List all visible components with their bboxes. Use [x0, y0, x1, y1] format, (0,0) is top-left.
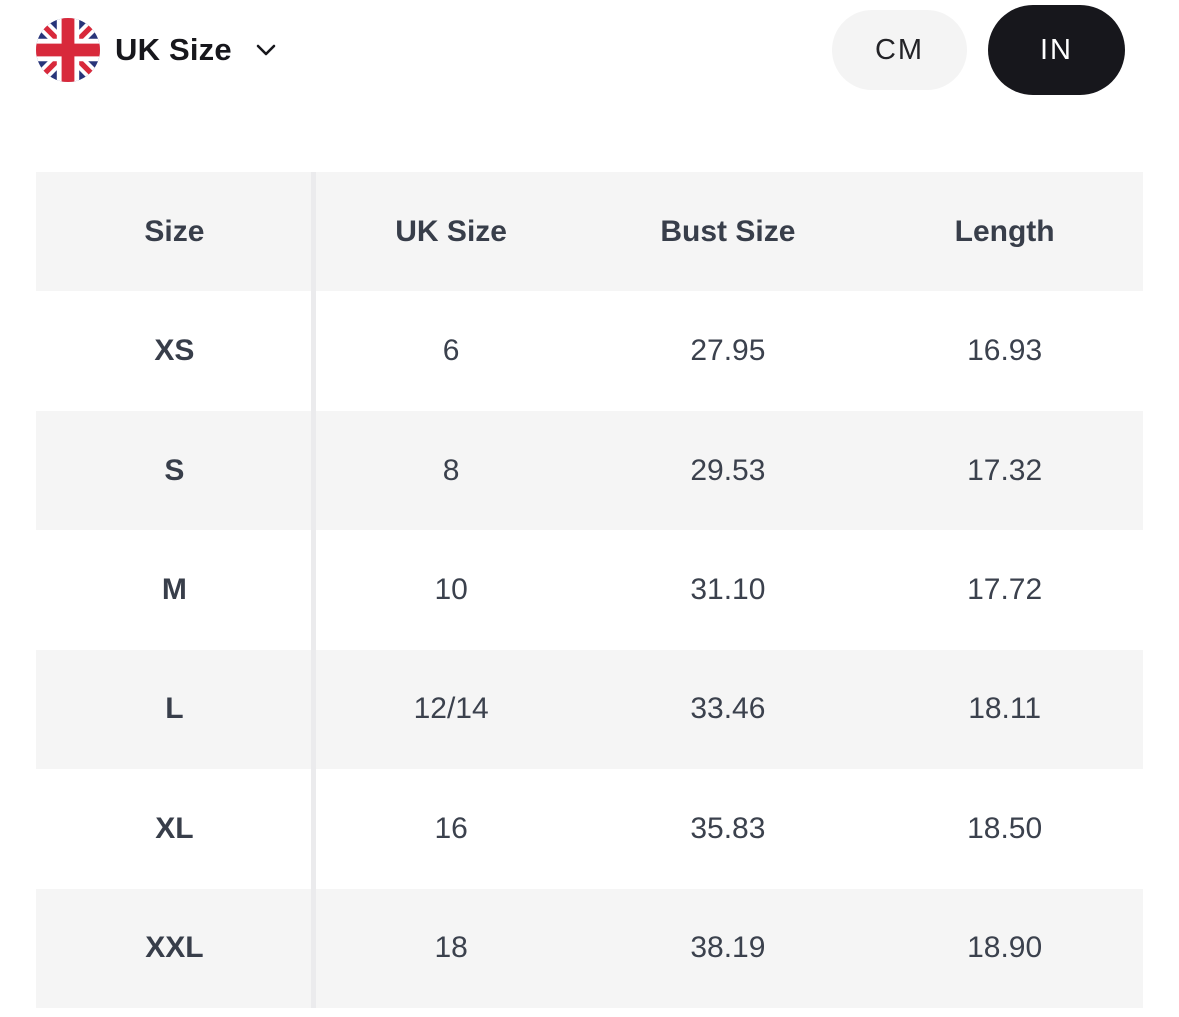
cell-size: XL: [155, 811, 194, 845]
cell-length: 17.32: [967, 453, 1043, 487]
table-row: XL 16 35.83 18.50: [36, 769, 1143, 888]
chevron-down-icon: [251, 35, 281, 65]
cell-length: 18.11: [968, 692, 1042, 726]
cell-uk-size: 18: [434, 931, 468, 965]
region-size-label: UK Size: [115, 32, 232, 67]
cell-bust-size: 29.53: [690, 453, 766, 487]
table-row: XS 6 27.95 16.93: [36, 291, 1143, 410]
cell-size: S: [164, 453, 185, 487]
unit-cm-button[interactable]: CM: [832, 10, 967, 90]
table-row: S 8 29.53 17.32: [36, 410, 1143, 531]
cell-size: L: [165, 692, 184, 726]
cell-uk-size: 8: [442, 453, 460, 487]
cell-size: XXL: [145, 931, 204, 965]
cell-uk-size: 12/14: [413, 692, 489, 726]
table-row: L 12/14 33.46 18.11: [36, 649, 1143, 770]
cell-uk-size: 16: [434, 811, 468, 845]
region-size-selector[interactable]: UK Size: [36, 10, 281, 90]
cell-length: 16.93: [967, 334, 1043, 368]
column-header-size: Size: [144, 214, 205, 248]
table-row: XXL 18 38.19 18.90: [36, 888, 1143, 1008]
column-header-bust-size: Bust Size: [660, 214, 796, 248]
cell-size: M: [161, 572, 187, 606]
cell-size: XS: [154, 334, 195, 368]
cell-uk-size: 6: [442, 334, 460, 368]
cell-length: 17.72: [967, 572, 1043, 606]
uk-flag-icon: [36, 18, 100, 82]
cell-bust-size: 35.83: [690, 811, 766, 845]
cell-bust-size: 33.46: [690, 692, 766, 726]
column-header-length: Length: [954, 214, 1055, 248]
table-header-row: Size UK Size Bust Size Length: [36, 172, 1143, 292]
column-header-uk-size: UK Size: [395, 214, 507, 248]
size-table: Size UK Size Bust Size Length XS 6 27.95…: [36, 172, 1143, 1008]
unit-in-button[interactable]: IN: [988, 5, 1125, 95]
cell-length: 18.90: [967, 931, 1043, 965]
cell-bust-size: 31.10: [690, 572, 766, 606]
cell-uk-size: 10: [434, 572, 468, 606]
cell-bust-size: 27.95: [690, 334, 766, 368]
cell-bust-size: 38.19: [690, 931, 766, 965]
cell-length: 18.50: [967, 811, 1043, 845]
table-row: M 10 31.10 17.72: [36, 530, 1143, 649]
